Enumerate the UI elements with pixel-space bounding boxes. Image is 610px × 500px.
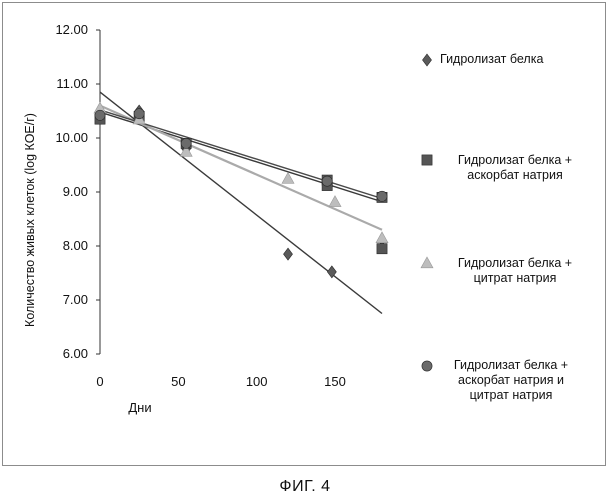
trendline-series-3 <box>100 106 382 230</box>
data-point-series-4 <box>377 191 387 201</box>
x-axis-label: Дни <box>128 400 151 415</box>
x-tick-label: 0 <box>96 374 103 389</box>
legend-marker-series-3 <box>421 257 433 268</box>
legend-label-series-4: Гидролизат белка +аскорбат натрия ицитра… <box>432 358 590 403</box>
data-point-series-3 <box>329 196 341 207</box>
trendlines <box>100 92 382 313</box>
x-axis-ticks: 0 50 100 150 <box>96 374 345 389</box>
x-tick-label: 150 <box>324 374 346 389</box>
data-point-series-4 <box>322 176 332 186</box>
trendline-series-2 <box>100 112 382 202</box>
y-tick-label: 7.00 <box>63 292 88 307</box>
data-point-series-2 <box>377 244 387 254</box>
x-tick-label: 100 <box>246 374 268 389</box>
y-axis-ticks: 6.00 7.00 8.00 9.00 10.00 11.00 12.00 <box>55 22 100 361</box>
legend-label-series-2: Гидролизат белка +аскорбат натрия <box>440 153 590 183</box>
data-point-series-3 <box>282 173 294 184</box>
legend-markers <box>421 54 433 371</box>
y-axis-label: Количество живых клеток (log КОЕ/г) <box>23 113 37 327</box>
data-point-series-1 <box>284 248 293 260</box>
x-tick-label: 50 <box>171 374 185 389</box>
legend-marker-series-1 <box>423 54 432 66</box>
legend-marker-series-2 <box>422 155 432 165</box>
data-point-series-4 <box>181 138 191 148</box>
data-point-series-4 <box>134 109 144 119</box>
legend-marker-series-4 <box>422 361 432 371</box>
data-point-series-4 <box>95 110 105 120</box>
y-tick-label: 10.00 <box>55 130 88 145</box>
y-tick-label: 8.00 <box>63 238 88 253</box>
y-tick-label: 11.00 <box>56 76 88 91</box>
data-point-series-3 <box>376 232 388 243</box>
y-tick-label: 6.00 <box>63 346 88 361</box>
y-tick-label: 9.00 <box>63 184 88 199</box>
legend-label-series-1: Гидролизат белка <box>440 52 600 67</box>
legend-label-series-3: Гидролизат белка +цитрат натрия <box>440 256 590 286</box>
y-tick-label: 12.00 <box>55 22 88 37</box>
figure-caption: ФИГ. 4 <box>0 478 610 496</box>
